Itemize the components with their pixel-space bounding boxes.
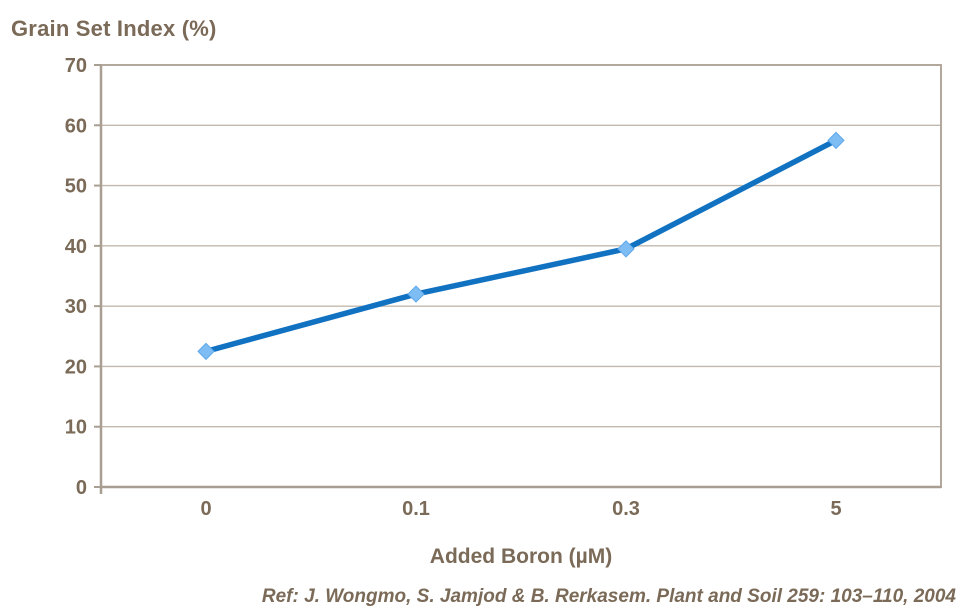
y-tick-label: 50 — [65, 176, 87, 198]
y-tick-label: 0 — [76, 477, 87, 499]
chart-title: Grain Set Index (%) — [11, 16, 217, 41]
x-tick-label: 0 — [200, 498, 211, 520]
data-point-marker — [827, 131, 845, 150]
y-tick-label: 70 — [65, 55, 87, 77]
y-tick-label: 30 — [65, 296, 87, 318]
y-tick-label: 40 — [65, 236, 87, 258]
x-tick-label: 5 — [830, 498, 841, 520]
data-series-line — [203, 137, 839, 355]
x-tick-label: 0.3 — [612, 498, 640, 520]
data-point-marker — [407, 285, 425, 303]
y-tick-label: 60 — [65, 115, 87, 137]
data-point-marker — [617, 240, 635, 258]
x-tick-label: 0.1 — [402, 498, 430, 520]
y-tick-label: 20 — [65, 356, 87, 378]
x-axis-title: Added Boron (µM) — [429, 545, 613, 568]
reference-citation: Ref: J. Wongmo, S. Jamjod & B. Rerkasem.… — [261, 586, 956, 607]
plot-border — [100, 64, 942, 488]
data-point-marker — [197, 342, 215, 361]
y-tick-label: 10 — [65, 417, 87, 439]
